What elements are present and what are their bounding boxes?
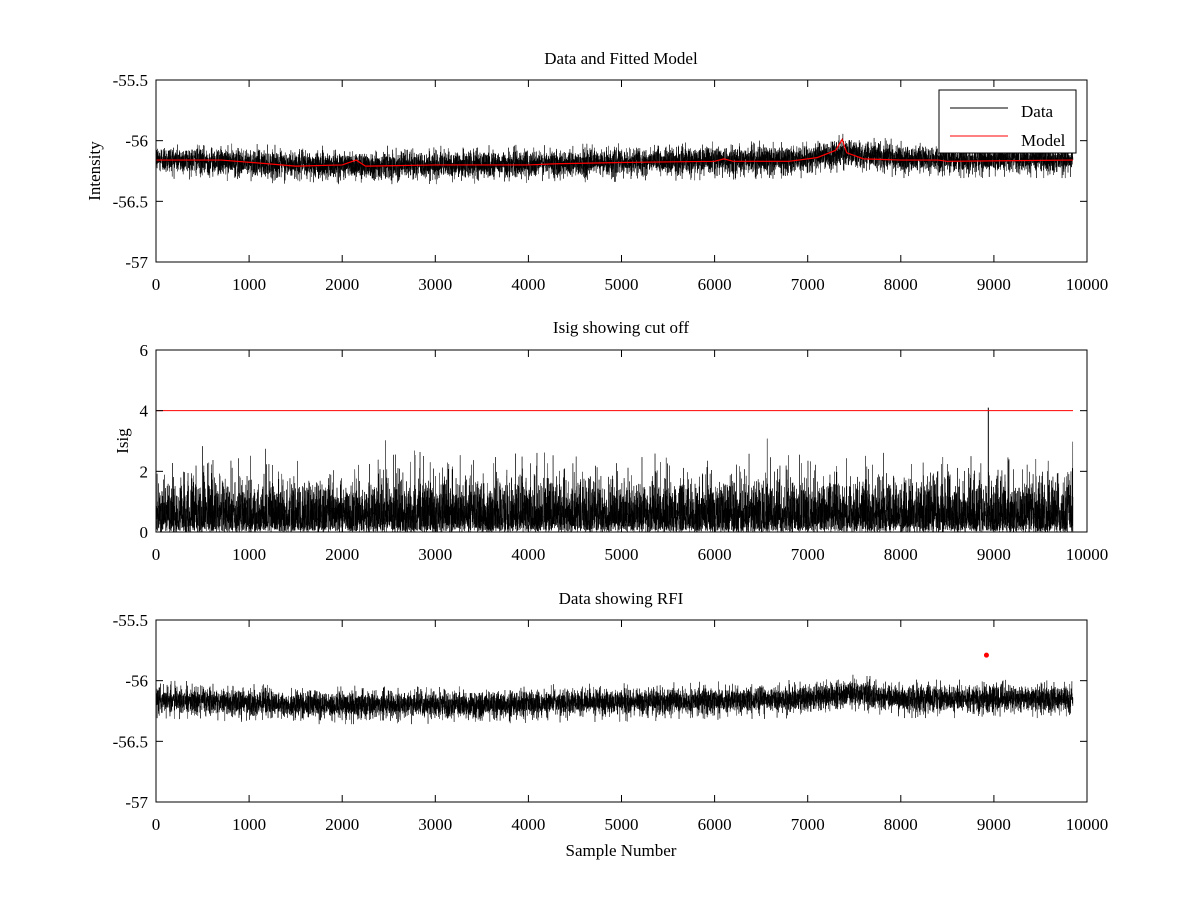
y-tick-label: -55.5 [113,611,148,630]
y-tick-label: -56.5 [113,192,148,211]
series-line-isig [155,438,1074,533]
x-tick-label: 6000 [698,275,732,294]
y-tick-label: -57 [125,793,148,812]
x-tick-label: 0 [152,545,161,564]
legend-box [938,89,1077,154]
x-tick-label: 9000 [977,275,1011,294]
x-tick-label: 6000 [698,815,732,834]
panel-rfi: Data showing RFI Sample Number 0 1000 2000… [113,589,1109,860]
legend: Data Model [938,89,1077,154]
plot-area: 0 1000 2000 3000 4000 5000 6000 7000 8000 9000 100… [140,341,1109,564]
x-tick-label: 7000 [791,545,825,564]
x-tick-label: 8000 [884,275,918,294]
x-tick-label: 2000 [325,815,359,834]
x-tick-label: 10000 [1066,815,1109,834]
x-tick-label: 1000 [232,545,266,564]
plot-area: 0 1000 2000 3000 4000 5000 6000 7000 8000 9000 100… [113,71,1109,294]
y-tick-label: 4 [140,402,149,421]
x-tick-label: 4000 [511,815,545,834]
x-tick-label: 7000 [791,815,825,834]
x-tick-label: 1000 [232,815,266,834]
x-tick-label: 5000 [605,815,639,834]
x-tick-label: 8000 [884,545,918,564]
y-tick-label: -56.5 [113,732,148,751]
x-tick-label: 6000 [698,545,732,564]
panel-isig: Isig showing cut off Isig 0 1000 2000 3000 4… [113,318,1108,564]
rfi-marker [983,652,989,658]
chart-title: Data and Fitted Model [544,49,698,68]
x-tick-label: 7000 [791,275,825,294]
y-tick-label: -55.5 [113,71,148,90]
y-tick-label: -56 [125,132,148,151]
x-tick-label: 2000 [325,545,359,564]
y-tick-label: 6 [140,341,149,360]
y-tick-label: 2 [140,462,149,481]
legend-entry-model: Model [1021,131,1066,150]
y-tick-label: -57 [125,253,148,272]
x-tick-label: 4000 [511,275,545,294]
x-tick-label: 0 [152,815,161,834]
x-tick-label: 0 [152,275,161,294]
x-tick-label: 9000 [977,545,1011,564]
x-tick-label: 10000 [1066,545,1109,564]
x-tick-label: 5000 [605,545,639,564]
x-tick-label: 10000 [1066,275,1109,294]
x-tick-label: 3000 [418,815,452,834]
y-tick-label: 0 [140,523,149,542]
x-tick-label: 8000 [884,815,918,834]
x-tick-label: 9000 [977,815,1011,834]
x-tick-label: 5000 [605,275,639,294]
y-axis-label: Intensity [85,141,104,201]
y-tick-label: -56 [125,672,148,691]
chart-title: Isig showing cut off [553,318,689,337]
x-tick-label: 3000 [418,275,452,294]
series-line-model [156,138,1074,167]
x-tick-label: 4000 [511,545,545,564]
x-tick-label: 1000 [232,275,266,294]
x-axis-label: Sample Number [566,841,677,860]
legend-entry-data: Data [1021,102,1054,121]
panel-data-model: Data and Fitted Model Intensity 0 1000 200… [85,49,1108,294]
plot-area: 0 1000 2000 3000 4000 5000 6000 7000 8000 9000 100… [113,611,1109,834]
x-tick-label: 2000 [325,275,359,294]
chart-title: Data showing RFI [559,589,684,608]
series-line-data [155,133,1074,185]
series-line-data [155,674,1074,725]
y-axis-label: Isig [113,428,132,454]
x-tick-label: 3000 [418,545,452,564]
